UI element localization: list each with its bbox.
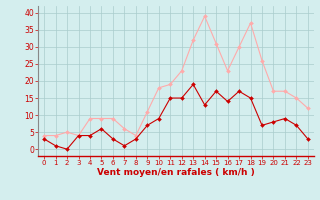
X-axis label: Vent moyen/en rafales ( km/h ): Vent moyen/en rafales ( km/h ) (97, 168, 255, 177)
